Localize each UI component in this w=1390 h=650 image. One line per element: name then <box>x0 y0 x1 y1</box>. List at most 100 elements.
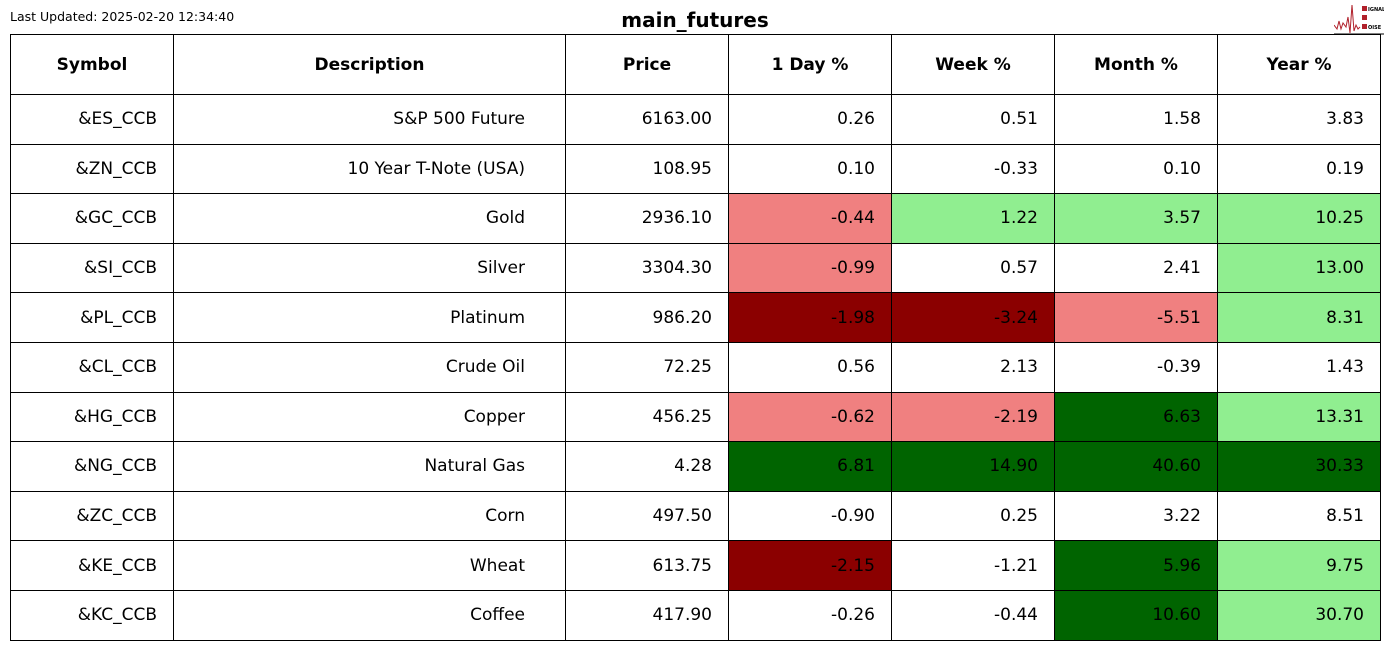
week-pct-cell: 0.57 <box>891 242 1055 294</box>
week-pct-cell: -1.21 <box>891 540 1055 591</box>
symbol-cell: &ZN_CCB <box>10 143 174 195</box>
month-pct-cell: 3.22 <box>1054 490 1218 542</box>
year-pct-cell: 13.31 <box>1217 391 1381 443</box>
column-header: Symbol <box>10 34 174 95</box>
description-cell: Gold <box>173 193 566 244</box>
table-row: &CL_CCB Crude Oil 72.25 0.56 2.13 -0.39 1.43 <box>10 341 1381 393</box>
price-cell: 613.75 <box>565 540 729 591</box>
year-pct-cell: 10.25 <box>1217 193 1381 244</box>
symbol-cell: &KC_CCB <box>10 589 174 641</box>
symbol-cell: &PL_CCB <box>10 292 174 343</box>
symbol-cell: &KE_CCB <box>10 540 174 591</box>
month-pct-cell: 40.60 <box>1054 441 1218 492</box>
year-pct-cell: 3.83 <box>1217 94 1381 145</box>
month-pct-cell: -5.51 <box>1054 292 1218 343</box>
price-cell: 2936.10 <box>565 193 729 244</box>
price-cell: 497.50 <box>565 490 729 542</box>
price-cell: 417.90 <box>565 589 729 641</box>
description-cell: 10 Year T-Note (USA) <box>173 143 566 195</box>
month-pct-cell: 5.96 <box>1054 540 1218 591</box>
month-pct-cell: -0.39 <box>1054 341 1218 393</box>
last-updated: Last Updated: 2025-02-20 12:34:40 <box>10 9 235 24</box>
column-header: Description <box>173 34 566 95</box>
price-cell: 986.20 <box>565 292 729 343</box>
description-cell: Crude Oil <box>173 341 566 393</box>
month-pct-cell: 6.63 <box>1054 391 1218 443</box>
table-row: &NG_CCB Natural Gas 4.28 6.81 14.90 40.60 30.3… <box>10 441 1381 492</box>
symbol-cell: &CL_CCB <box>10 341 174 393</box>
table-row: &ZN_CCB 10 Year T-Note (USA) 108.95 0.10 -0.… <box>10 143 1381 195</box>
symbol-cell: &GC_CCB <box>10 193 174 244</box>
column-header: 1 Day % <box>728 34 892 95</box>
symbol-cell: &SI_CCB <box>10 242 174 294</box>
table-row: &HG_CCB Copper 456.25 -0.62 -2.19 6.63 13.31 <box>10 391 1381 443</box>
page-title: main_futures <box>621 8 769 32</box>
day-pct-cell: -0.90 <box>728 490 892 542</box>
price-cell: 6163.00 <box>565 94 729 145</box>
month-pct-cell: 2.41 <box>1054 242 1218 294</box>
day-pct-cell: -0.44 <box>728 193 892 244</box>
symbol-cell: &NG_CCB <box>10 441 174 492</box>
description-cell: Platinum <box>173 292 566 343</box>
table-row: &GC_CCB Gold 2936.10 -0.44 1.22 3.57 10.25 <box>10 193 1381 244</box>
description-cell: Silver <box>173 242 566 294</box>
day-pct-cell: -2.15 <box>728 540 892 591</box>
column-header: Month % <box>1054 34 1218 95</box>
month-pct-cell: 3.57 <box>1054 193 1218 244</box>
table-row: &KC_CCB Coffee 417.90 -0.26 -0.44 10.60 30.70 <box>10 589 1381 641</box>
table-row: &SI_CCB Silver 3304.30 -0.99 0.57 2.41 13.00 <box>10 242 1381 294</box>
price-cell: 4.28 <box>565 441 729 492</box>
column-header: Week % <box>891 34 1055 95</box>
year-pct-cell: 30.70 <box>1217 589 1381 641</box>
svg-text:IGNAL: IGNAL <box>1368 7 1384 13</box>
price-cell: 456.25 <box>565 391 729 443</box>
description-cell: Natural Gas <box>173 441 566 492</box>
day-pct-cell: -0.62 <box>728 391 892 443</box>
day-pct-cell: 6.81 <box>728 441 892 492</box>
signal-2-noise-logo: IGNAL OISE <box>1334 4 1384 35</box>
year-pct-cell: 30.33 <box>1217 441 1381 492</box>
week-pct-cell: 2.13 <box>891 341 1055 393</box>
column-header: Year % <box>1217 34 1381 95</box>
year-pct-cell: 8.51 <box>1217 490 1381 542</box>
month-pct-cell: 0.10 <box>1054 143 1218 195</box>
year-pct-cell: 0.19 <box>1217 143 1381 195</box>
description-cell: Wheat <box>173 540 566 591</box>
svg-text:OISE: OISE <box>1368 25 1382 31</box>
year-pct-cell: 1.43 <box>1217 341 1381 393</box>
week-pct-cell: 0.25 <box>891 490 1055 542</box>
futures-table: Symbol Description Price 1 Day % Week % Month… <box>10 34 1381 641</box>
day-pct-cell: -0.99 <box>728 242 892 294</box>
year-pct-cell: 9.75 <box>1217 540 1381 591</box>
week-pct-cell: 1.22 <box>891 193 1055 244</box>
header-row: Symbol Description Price 1 Day % Week % Month… <box>10 34 1381 95</box>
week-pct-cell: -3.24 <box>891 292 1055 343</box>
description-cell: Copper <box>173 391 566 443</box>
symbol-cell: &HG_CCB <box>10 391 174 443</box>
week-pct-cell: 14.90 <box>891 441 1055 492</box>
description-cell: S&P 500 Future <box>173 94 566 145</box>
description-cell: Coffee <box>173 589 566 641</box>
price-cell: 108.95 <box>565 143 729 195</box>
week-pct-cell: -0.44 <box>891 589 1055 641</box>
description-cell: Corn <box>173 490 566 542</box>
price-cell: 3304.30 <box>565 242 729 294</box>
month-pct-cell: 10.60 <box>1054 589 1218 641</box>
table-row: &KE_CCB Wheat 613.75 -2.15 -1.21 5.96 9.75 <box>10 540 1381 591</box>
table-row: &ES_CCB S&P 500 Future 6163.00 0.26 0.51 1.58… <box>10 94 1381 145</box>
week-pct-cell: -0.33 <box>891 143 1055 195</box>
column-header: Price <box>565 34 729 95</box>
year-pct-cell: 8.31 <box>1217 292 1381 343</box>
table-row: &ZC_CCB Corn 497.50 -0.90 0.25 3.22 8.51 <box>10 490 1381 542</box>
price-cell: 72.25 <box>565 341 729 393</box>
month-pct-cell: 1.58 <box>1054 94 1218 145</box>
day-pct-cell: -1.98 <box>728 292 892 343</box>
day-pct-cell: 0.10 <box>728 143 892 195</box>
symbol-cell: &ES_CCB <box>10 94 174 145</box>
week-pct-cell: 0.51 <box>891 94 1055 145</box>
day-pct-cell: 0.26 <box>728 94 892 145</box>
symbol-cell: &ZC_CCB <box>10 490 174 542</box>
week-pct-cell: -2.19 <box>891 391 1055 443</box>
table-row: &PL_CCB Platinum 986.20 -1.98 -3.24 -5.51 8.31 <box>10 292 1381 343</box>
day-pct-cell: 0.56 <box>728 341 892 393</box>
